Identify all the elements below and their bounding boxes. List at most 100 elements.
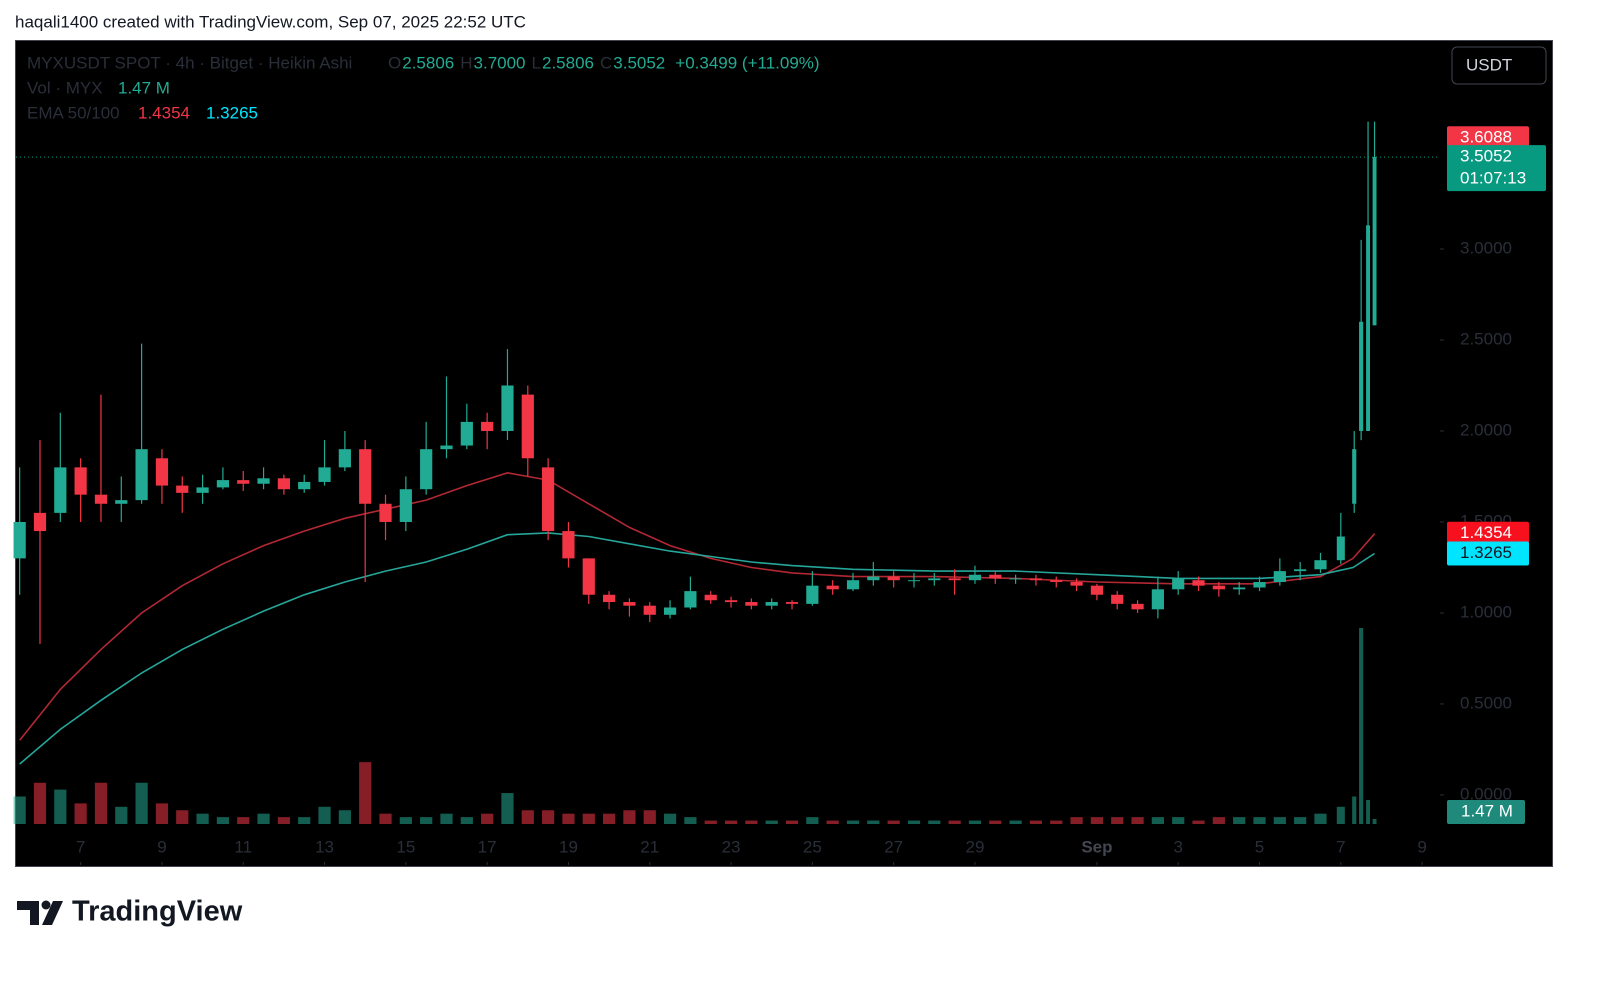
volume-bar (1233, 817, 1246, 824)
symbol: MYXUSDT SPOT · 4h · Bitget · Heikin Ashi (27, 53, 352, 72)
volume-bar (277, 817, 290, 824)
x-tick-label: 17 (478, 837, 497, 856)
volume-bar (1131, 817, 1144, 824)
candle-body (643, 605, 656, 615)
volume-bar (785, 820, 799, 824)
candle-body (582, 558, 595, 595)
volume-bar (33, 782, 47, 824)
volume-bar (704, 820, 717, 824)
volume-bar (1314, 813, 1327, 824)
candle-body (826, 585, 839, 590)
volume-bar (176, 810, 189, 824)
x-tick-label: 29 (965, 837, 984, 856)
x-tick-label: 13 (315, 837, 334, 856)
plot-area: 0.00000.50001.00001.50002.00002.50003.00… (13, 121, 1546, 865)
ohlc-key: L (532, 53, 541, 72)
candle-body (1131, 603, 1144, 610)
volume-bar (1172, 817, 1185, 824)
x-tick-label: 19 (559, 837, 578, 856)
candle-body (257, 478, 270, 484)
candle-body (1253, 582, 1266, 588)
logo-icon (17, 900, 63, 925)
volume-bar (460, 817, 473, 824)
candle-body (94, 494, 108, 504)
candle-body (1212, 585, 1225, 590)
candle-body (176, 485, 189, 493)
candle-body (440, 445, 453, 450)
price-label: 3.6088 (1460, 128, 1512, 147)
volume-bar (318, 806, 331, 824)
volume-bar (806, 817, 819, 824)
volume-bar (948, 820, 961, 824)
ohlc-key: H (460, 53, 472, 72)
ohlc-key: O (388, 53, 401, 72)
x-tick-label: 27 (884, 837, 903, 856)
candle-body (481, 421, 494, 431)
volume-bar (1009, 820, 1022, 824)
volume-bar (74, 803, 87, 824)
volume-bar (399, 817, 412, 824)
y-tick-label: 0.0000 (1460, 784, 1512, 803)
volume-bar (623, 810, 636, 824)
volume-bar (643, 810, 656, 824)
volume-bar (1352, 796, 1357, 824)
candle-body (54, 467, 67, 513)
currency[interactable]: USDT (1466, 55, 1512, 74)
volume-bar (867, 820, 880, 824)
volume-bar (338, 810, 351, 824)
ohlc-value: 2.5806 (542, 53, 594, 72)
candle-body (1151, 589, 1164, 610)
volume-bar (501, 793, 514, 824)
x-tick-label: 3 (1173, 837, 1182, 856)
candle-body (562, 531, 575, 559)
y-tick-label: 2.5000 (1460, 329, 1512, 348)
candle-body (237, 480, 250, 484)
candle-body (928, 578, 941, 581)
y-tick-label: 2.0000 (1460, 420, 1512, 439)
ohlc-value: 3.7000 (474, 53, 526, 72)
volume-bar (907, 820, 921, 824)
currency-button[interactable] (1451, 46, 1547, 85)
price-label-box (1447, 521, 1529, 546)
candle-body (1029, 578, 1043, 581)
volume-label-box (1447, 800, 1525, 824)
volume-bar (1294, 817, 1307, 824)
candle-body (623, 602, 636, 606)
x-tick-label: 7 (1336, 837, 1345, 856)
candle-body (196, 487, 209, 493)
volume-bar (724, 820, 738, 824)
candle-body (1090, 585, 1104, 595)
change: +0.3499 (+11.09%) (675, 53, 819, 72)
volume-bar (887, 820, 900, 824)
ema-legend-value: 1.3265 (206, 103, 258, 122)
volume-bar (562, 813, 575, 824)
candle-body (501, 385, 514, 431)
candle-body (867, 576, 880, 581)
countdown: 01:07:13 (1460, 169, 1526, 188)
volume-bar (663, 813, 677, 824)
volume-label: 1.47 M (1461, 801, 1513, 820)
candle-body (1009, 578, 1022, 580)
volume-bar (1111, 817, 1124, 824)
candle-body (1372, 157, 1377, 326)
candle-body (74, 467, 87, 495)
volume-bar (521, 810, 534, 824)
ema-legend-name: EMA 50/100 (27, 103, 120, 122)
candle-body (1336, 536, 1345, 561)
candle-body (115, 500, 128, 504)
price-label-box (1447, 145, 1546, 192)
x-tick-label: 23 (722, 837, 741, 856)
candle-body (135, 449, 148, 501)
ohlc-key: C (600, 53, 612, 72)
candle-body (1172, 578, 1185, 590)
x-tick-label: 9 (157, 837, 166, 856)
volume-bar (1029, 820, 1043, 824)
candle-body (887, 576, 900, 581)
volume-bar (440, 813, 453, 824)
candle-body (1233, 587, 1246, 590)
candle-body (542, 467, 555, 532)
volume-bar (684, 817, 697, 824)
volume-bar (1212, 817, 1225, 824)
candle-body (1050, 580, 1063, 583)
